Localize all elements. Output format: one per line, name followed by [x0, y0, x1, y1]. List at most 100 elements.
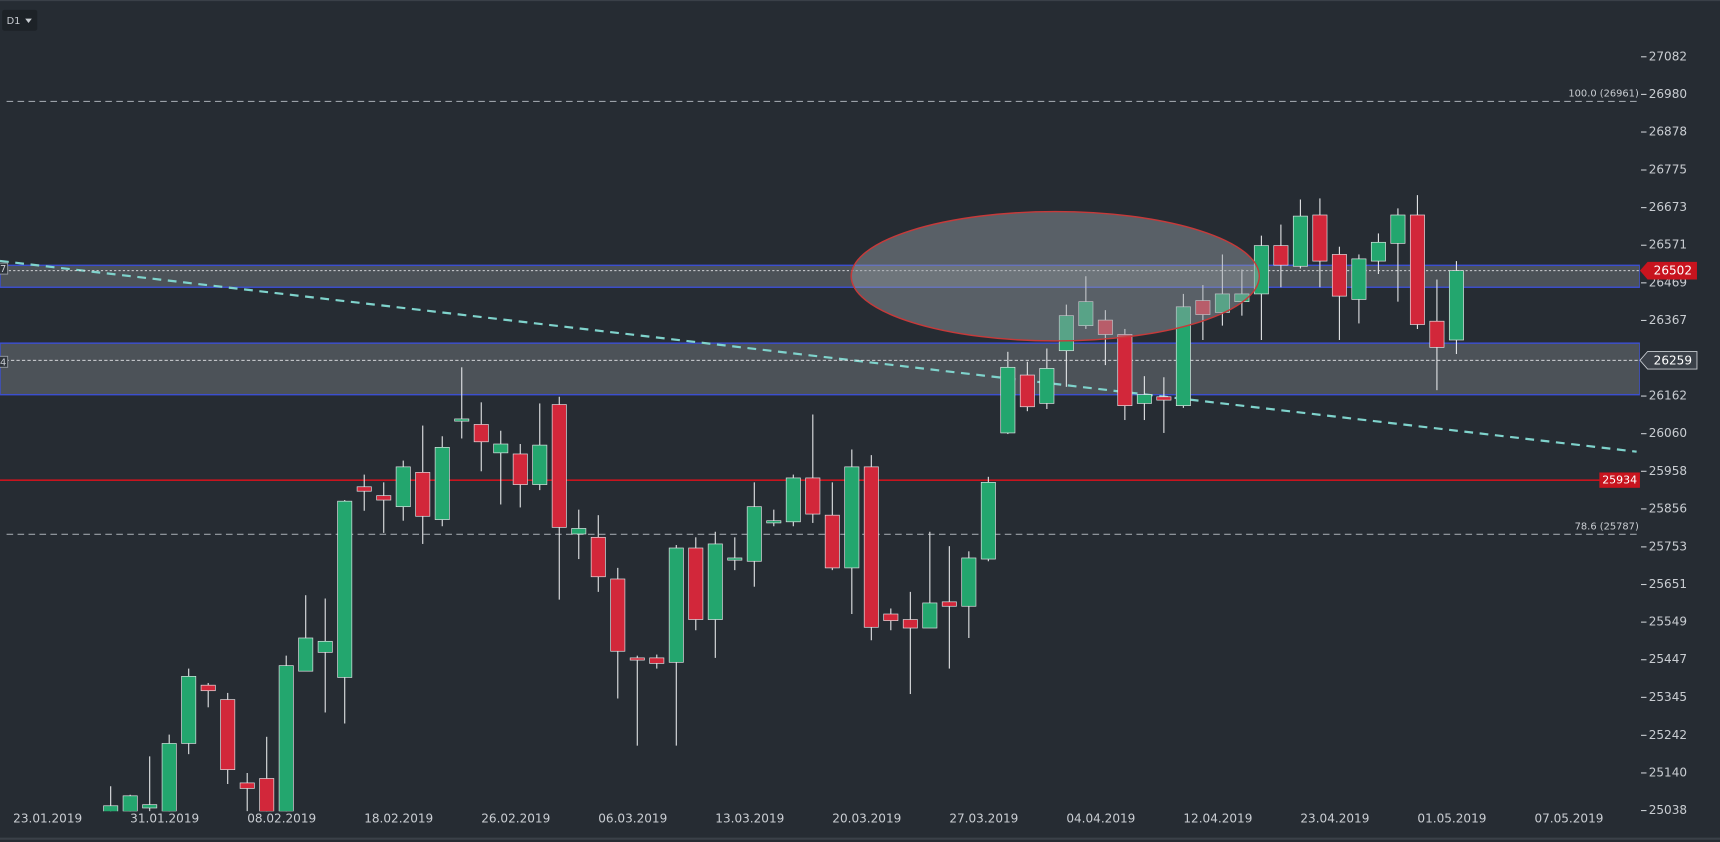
y-tick-label: 25651: [1649, 577, 1687, 591]
candle-body: [395, 466, 411, 508]
candle-body: [1312, 214, 1328, 262]
candle-body: [122, 795, 138, 812]
candle-body: [707, 543, 723, 620]
zone: [0, 342, 1640, 396]
y-tick-label: 25242: [1649, 728, 1687, 742]
candle-body: [844, 466, 860, 569]
candle-body: [473, 424, 489, 443]
candle-body: [746, 506, 762, 562]
candle-body: [1351, 258, 1367, 300]
candle-body: [434, 446, 450, 520]
x-tick-label: 08.02.2019: [247, 811, 316, 825]
candle-body: [688, 547, 704, 620]
x-tick-label: 01.05.2019: [1417, 811, 1486, 825]
left-markers: 7 4: [0, 262, 9, 368]
candle-body: [649, 657, 665, 664]
candle-body: [239, 782, 255, 789]
candle-body: [980, 482, 996, 560]
y-tick-label: 26673: [1649, 200, 1687, 214]
x-tick-label: 04.04.2019: [1066, 811, 1135, 825]
timeframe-selector[interactable]: D1: [2, 9, 38, 31]
candle-body: [1175, 306, 1191, 406]
y-tick-label: 25447: [1649, 652, 1687, 666]
trendline: [0, 259, 1637, 453]
x-tick-label: 07.05.2019: [1534, 811, 1603, 825]
dropdown-arrow[interactable]: [25, 18, 32, 24]
x-tick-label: 23.01.2019: [13, 811, 82, 825]
candle-body: [454, 418, 470, 422]
zone: [0, 264, 1640, 288]
candle-body: [317, 640, 333, 653]
fib-label: 100.0 (26961): [1568, 89, 1638, 100]
candle-body: [1078, 301, 1094, 326]
candle-body: [161, 743, 177, 812]
candle-body: [766, 520, 782, 524]
y-tick-label: 26571: [1649, 238, 1687, 252]
candle-body: [863, 466, 879, 628]
candle-body: [1097, 319, 1113, 335]
candle-body: [961, 557, 977, 607]
y-tick-label: 26878: [1649, 125, 1687, 139]
candle-body: [629, 657, 645, 661]
candle-body: [337, 500, 353, 678]
candle-body: [805, 477, 821, 515]
y-tick-label: 26367: [1649, 313, 1687, 327]
x-tick-label: 12.04.2019: [1183, 811, 1252, 825]
y-tick-label: 25549: [1649, 615, 1687, 629]
timeframe[interactable]: D1: [7, 16, 21, 27]
candle-body: [1117, 334, 1133, 406]
x-tick-label: 23.04.2019: [1300, 811, 1369, 825]
last-price-tag: [1639, 261, 1697, 280]
candle-body: [1448, 270, 1464, 341]
candle-body: [551, 404, 567, 528]
marker-box: [0, 355, 9, 368]
y-tick-label: 27082: [1649, 49, 1687, 63]
axes: 2708226980268782677526673265712646926367…: [13, 49, 1698, 825]
candle-body: [512, 453, 528, 485]
bid-tag: [1639, 351, 1698, 370]
candle-body: [824, 514, 840, 569]
candle-body: [356, 486, 372, 492]
y-tick-label: 25856: [1649, 501, 1687, 515]
candle-body: [1409, 214, 1425, 325]
candle-body: [590, 536, 606, 578]
candle-body: [571, 528, 587, 535]
x-tick-label: 13.03.2019: [715, 811, 784, 825]
candle-body: [1058, 315, 1074, 352]
x-tick-label: 27.03.2019: [949, 811, 1018, 825]
candles: [103, 195, 1464, 812]
y-tick-label: 25038: [1649, 803, 1687, 817]
x-tick-label: 18.02.2019: [364, 811, 433, 825]
candle-body: [532, 444, 548, 485]
candle-body: [941, 601, 957, 607]
candle-body: [103, 805, 119, 812]
candle-body: [1000, 366, 1016, 434]
candle-body: [1429, 320, 1445, 348]
ellipse: [850, 210, 1260, 342]
candle-body: [142, 804, 158, 809]
candle-body: [902, 619, 918, 629]
candle-body: [668, 547, 684, 663]
y-tick-label: 25753: [1649, 539, 1687, 553]
candle-body: [259, 778, 275, 812]
candle-body: [298, 637, 314, 672]
candle-body: [1390, 214, 1406, 244]
x-tick-label: 26.02.2019: [481, 811, 550, 825]
candle-body: [1156, 396, 1172, 401]
marker-box: [0, 262, 9, 275]
candle-body: [785, 477, 801, 523]
annotations: [850, 210, 1260, 342]
candle-body: [1019, 374, 1035, 408]
y-tick-label: 25140: [1649, 765, 1687, 779]
horizontal-line-tag: [1599, 472, 1640, 488]
timeframe-box[interactable]: [2, 9, 38, 31]
candle-body: [1039, 368, 1055, 404]
horizontal-line-label: 25934: [1602, 474, 1637, 487]
candle-body: [200, 684, 216, 692]
candle-body: [181, 676, 197, 744]
x-tick-label: 06.03.2019: [598, 811, 667, 825]
left-marker: 7: [0, 264, 6, 275]
candle-body: [376, 495, 392, 501]
